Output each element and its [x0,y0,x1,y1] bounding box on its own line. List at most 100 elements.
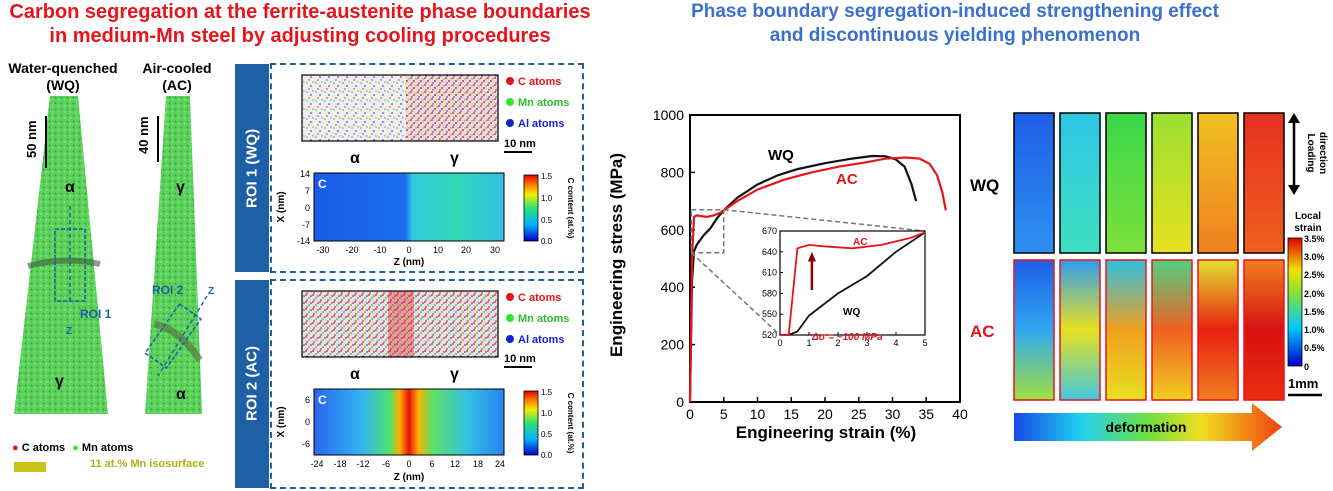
inset-y-tick-label: 670 [762,226,777,236]
roi2-ylabel: X (nm) [276,406,287,437]
ac-strain-frame-2 [1059,259,1101,401]
mn-dot-icon: ● [72,442,79,454]
loading-label-1: Loading [1305,134,1316,173]
zoom-guide-top [723,208,926,232]
left-title-line-1: Carbon segregation at the ferrite-austen… [9,1,591,23]
roi2-xtick-5: 6 [429,459,434,469]
inset-annotation: Δσ = ~100 MPa [811,332,883,343]
right-title: Phase boundary segregation-induced stren… [630,0,1280,48]
tips-legend: ● C atoms ● Mn atoms [12,442,133,454]
roi1-legend-c: C atoms [518,76,561,88]
x-tick-label: 15 [783,406,799,422]
inset-x-tick-label: 2 [835,338,840,348]
roi1-label: ROI 1 [80,307,112,321]
roi1-atom-map-left [302,75,406,141]
wq-tip-label-2: (WQ) [46,77,80,93]
strain-cbar-tick-0: 3.5% [1304,234,1325,244]
wq-strain-frame-1 [1013,112,1055,254]
roi2-map-letter: C [318,393,327,407]
wq-tip-label: Water-quenched (WQ) [8,60,118,94]
inset-wq-label: WQ [843,307,860,318]
inset-x-tick-label: 3 [864,338,869,348]
strain-cbar-title-2: strain [1294,223,1321,234]
inset-y-tick-label: 580 [762,288,777,298]
roi2-atom-map-frame [301,290,499,358]
zoom-guide-bottom [690,252,781,336]
y-tick-label: 0 [676,394,684,410]
x-tick-label: 30 [885,406,901,422]
deformation-arrow-icon [1014,403,1282,451]
strain-row-label-wq: WQ [970,176,1000,195]
roi2-xtick-0: -24 [310,459,323,469]
y-tick-label: 1000 [653,107,684,123]
wq-strain-frame-6 [1243,112,1285,254]
roi1-atom-map-right [406,75,498,141]
roi2-xlabel: Z (nm) [394,472,425,483]
roi2-z: Z [208,286,214,297]
roi1-xtick-5: 20 [461,245,471,255]
roi1-cbar-tick-0: 1.5 [541,172,553,181]
roi1-atom-map-frame [301,74,499,142]
inset-series-line-wq [780,231,926,336]
strain-cbar-tick-6: 0.5% [1304,343,1325,353]
ac-strain-frame-1 [1013,259,1055,401]
x-tick-label: 0 [686,406,694,422]
roi2-xtick-6: 12 [450,459,460,469]
strain-cbar-tick-2: 2.5% [1304,270,1325,280]
ac-strain-frame-3 [1105,259,1147,401]
x-tick-label: 20 [817,406,833,422]
inset-plot-layer: 0 1 2 3 4 5 520 550 580 610 640 670 [762,226,928,348]
wq-strain-frame-3 [1105,112,1147,254]
roi1-xtick-1: -20 [345,245,358,255]
strain-scale-label: 1mm [1288,376,1318,391]
roi1-cbar-tick-3: 0.0 [541,237,553,246]
roi1-legend-al: Al atoms [518,118,564,130]
strain-cbar-tick-4: 1.5% [1304,307,1325,317]
roi2-cbar-label: C content (at.%) [566,393,575,454]
roi1-cbar-tick-1: 1.0 [541,194,553,203]
x-tick-label: 10 [750,406,766,422]
roi1-colorbar [523,174,539,242]
roi2-colorbar [523,390,539,456]
roi2-xtick-4: 0 [406,459,411,469]
delta-sigma-arrow-head [807,251,816,262]
left-title: Carbon segregation at the ferrite-austen… [0,0,600,48]
iso-swatch [14,462,46,472]
roi1-cbar-tick-2: 0.5 [541,216,553,225]
x-tick-label: 40 [952,406,968,422]
roi1-xtick-2: -10 [373,245,386,255]
wq-strain-frame-2 [1059,112,1101,254]
loading-arrow-up-head [1288,113,1300,123]
roi1-ytick-3: -7 [302,220,310,230]
wq-tip-label-1: Water-quenched [8,60,118,76]
roi2-legend-mn: Mn atoms [518,313,569,325]
ac-strain-row [1013,259,1285,401]
ac-tip-body [145,96,202,414]
left-title-line-2: in medium-Mn steel by adjusting cooling … [49,25,551,47]
iso-label: 11 at.% Mn isosurface [90,458,205,470]
chart-xlabel: Engineering strain (%) [736,423,916,442]
inset-y-tick-label: 640 [762,247,777,257]
ac-tip-label-2: (AC) [162,77,192,93]
strain-colorbar [1287,237,1303,367]
inset-ac-label: AC [853,237,867,248]
strain-cbar-tick-1: 3.0% [1304,252,1325,262]
y-tick-label: 200 [661,337,685,353]
strain-cbar-tick-3: 2.0% [1304,289,1325,299]
ac-strain-frame-5 [1197,259,1239,401]
wq-tip-boundary [27,257,101,269]
strain-cbar-title-1: Local [1295,211,1321,222]
inset-x-tick-label: 4 [893,338,898,348]
roi1-ytick-0: 14 [300,169,310,179]
tips-legend-mn: Mn atoms [81,442,134,454]
roi2-cbar-tick-1: 1.0 [541,409,553,418]
roi2-legend-al: Al atoms [518,334,564,346]
roi-maps: C atoms Mn atoms Al atoms 10 nm α γ C 14… [276,74,575,483]
strain-row-label-ac: AC [970,322,995,341]
strain-cbar-tick-7: 0 [1304,362,1309,372]
chart-ylabel: Engineering stress (MPa) [607,153,626,357]
roi1-ylabel: X (nm) [276,191,287,222]
wq-alpha: α [65,179,75,196]
